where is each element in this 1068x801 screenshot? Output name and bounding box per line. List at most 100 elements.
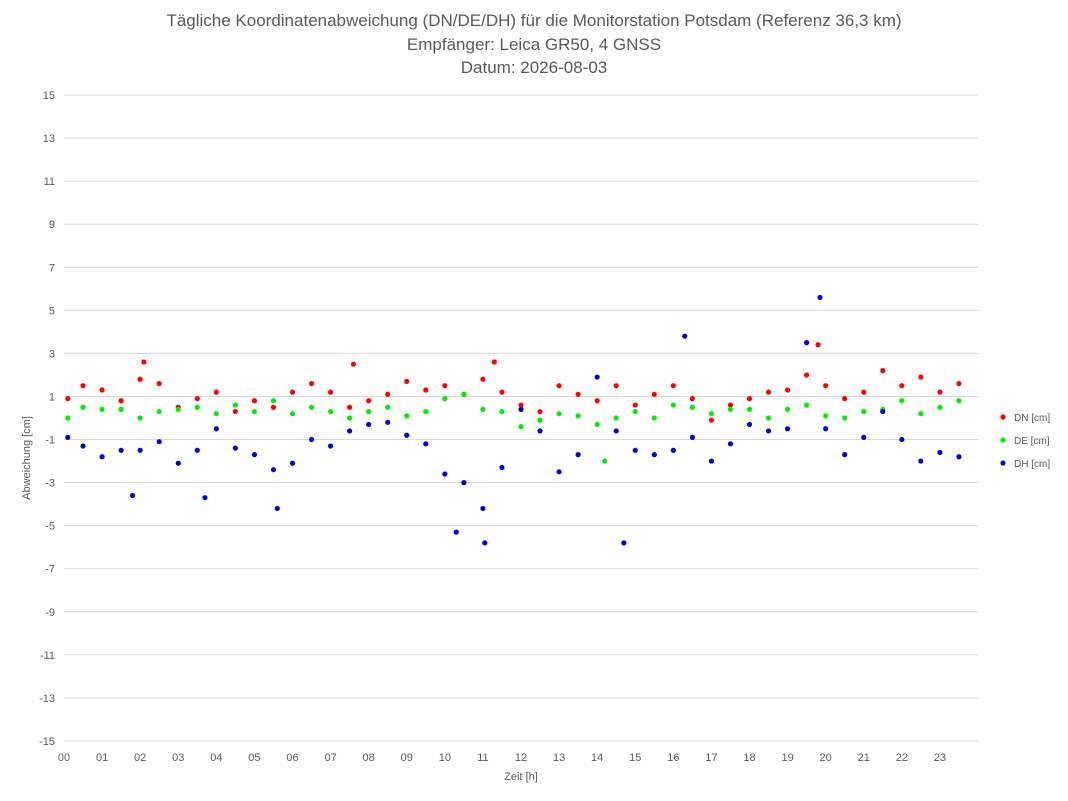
data-point-dh (918, 458, 924, 464)
data-point-dn (632, 402, 638, 408)
x-tick-label: 18 (743, 752, 755, 764)
data-point-dn (815, 342, 821, 348)
data-point-dh (765, 428, 772, 434)
x-tick-label: 01 (96, 752, 108, 764)
y-tick-label: -3 (45, 478, 55, 490)
data-point-de (861, 408, 867, 415)
data-point-de (270, 398, 277, 404)
data-point-dn (842, 396, 848, 402)
data-point-dh (202, 495, 208, 501)
x-tick-label: 19 (781, 752, 793, 764)
y-tick-label: -7 (45, 564, 55, 576)
data-point-dn (594, 398, 600, 404)
data-point-de (194, 404, 200, 410)
data-point-de (137, 415, 143, 421)
data-point-dh (956, 454, 962, 460)
data-point-de (308, 404, 315, 410)
y-tick-label: -11 (40, 650, 55, 662)
data-point-dn (765, 389, 772, 395)
data-point-dh (213, 426, 219, 432)
data-point-dn (804, 372, 810, 378)
data-point-dn (491, 359, 497, 365)
data-point-dh (118, 447, 124, 453)
data-point-de (746, 406, 753, 412)
data-point-dh (327, 443, 334, 449)
data-point-dn (156, 380, 162, 387)
data-point-dh (784, 426, 791, 432)
data-point-dn (861, 389, 867, 395)
y-tick-label: 1 (49, 391, 55, 403)
data-point-dn (537, 408, 543, 415)
data-point-dh (817, 294, 823, 301)
x-tick-label: 13 (553, 752, 565, 764)
data-point-dh (682, 333, 688, 339)
data-point-dn (137, 376, 143, 382)
legend-marker-dh (1000, 460, 1006, 466)
data-point-dh (480, 505, 486, 512)
x-tick-label: 06 (286, 752, 298, 764)
data-point-dh (708, 458, 715, 464)
data-point-de (366, 408, 372, 415)
data-point-de (118, 406, 124, 412)
data-point-de (556, 411, 562, 417)
data-point-dh (289, 460, 296, 466)
x-tick-label: 23 (934, 752, 946, 764)
data-point-de (99, 406, 105, 412)
data-point-dn (651, 391, 657, 397)
data-point-de (232, 402, 238, 408)
x-tick-label: 16 (667, 752, 679, 764)
data-point-dn (689, 396, 695, 402)
x-tick-label: 15 (629, 752, 641, 764)
data-point-dh (137, 447, 143, 453)
data-point-dh (65, 434, 71, 440)
data-point-dh (251, 452, 258, 458)
data-point-de (251, 408, 258, 415)
x-tick-label: 03 (172, 752, 184, 764)
x-tick-label: 12 (515, 752, 527, 764)
x-tick-label: 02 (134, 752, 146, 764)
legend-marker-dn (1000, 414, 1006, 420)
data-point-dh (80, 443, 86, 449)
data-point-de (518, 424, 524, 430)
data-point-dn (784, 387, 791, 393)
x-tick-label: 22 (896, 752, 908, 764)
data-point-dn (499, 389, 505, 395)
data-point-dn (194, 396, 200, 402)
y-tick-label: -13 (39, 693, 55, 705)
x-tick-label: 08 (363, 752, 375, 764)
data-point-dh (861, 434, 867, 440)
data-point-de (213, 411, 219, 417)
data-point-dn (956, 380, 962, 387)
data-point-dn (556, 383, 562, 389)
x-tick-label: 11 (477, 752, 488, 764)
data-point-dh (423, 441, 429, 447)
data-point-dh (404, 432, 410, 438)
data-point-dh (482, 540, 488, 546)
y-tick-label: 7 (49, 262, 55, 274)
data-point-dh (899, 436, 905, 443)
x-tick-label: 20 (820, 752, 832, 764)
data-point-de (594, 421, 600, 428)
data-point-dn (404, 378, 410, 384)
data-point-de (937, 404, 943, 410)
data-point-dn (308, 380, 315, 387)
data-point-dn (746, 396, 753, 402)
data-point-dn (937, 389, 943, 395)
legend-label-de: DE [cm] (1014, 436, 1050, 447)
x-tick-label: 07 (324, 752, 336, 764)
data-point-dn (899, 383, 905, 389)
data-point-dh (499, 464, 505, 471)
data-point-dh (194, 447, 200, 453)
chart-title: Tägliche Koordinatenabweichung (DN/DE/DH… (166, 11, 902, 30)
data-point-dh (518, 406, 524, 412)
x-tick-label: 10 (439, 752, 451, 764)
data-point-dh (746, 421, 753, 428)
data-point-de (784, 406, 791, 412)
data-point-dh (537, 428, 543, 434)
x-tick-label: 21 (858, 752, 870, 764)
data-point-dn (80, 383, 86, 389)
y-tick-label: 13 (43, 133, 55, 145)
data-point-de (537, 417, 543, 423)
data-point-de (727, 406, 734, 412)
data-point-de (804, 402, 810, 408)
